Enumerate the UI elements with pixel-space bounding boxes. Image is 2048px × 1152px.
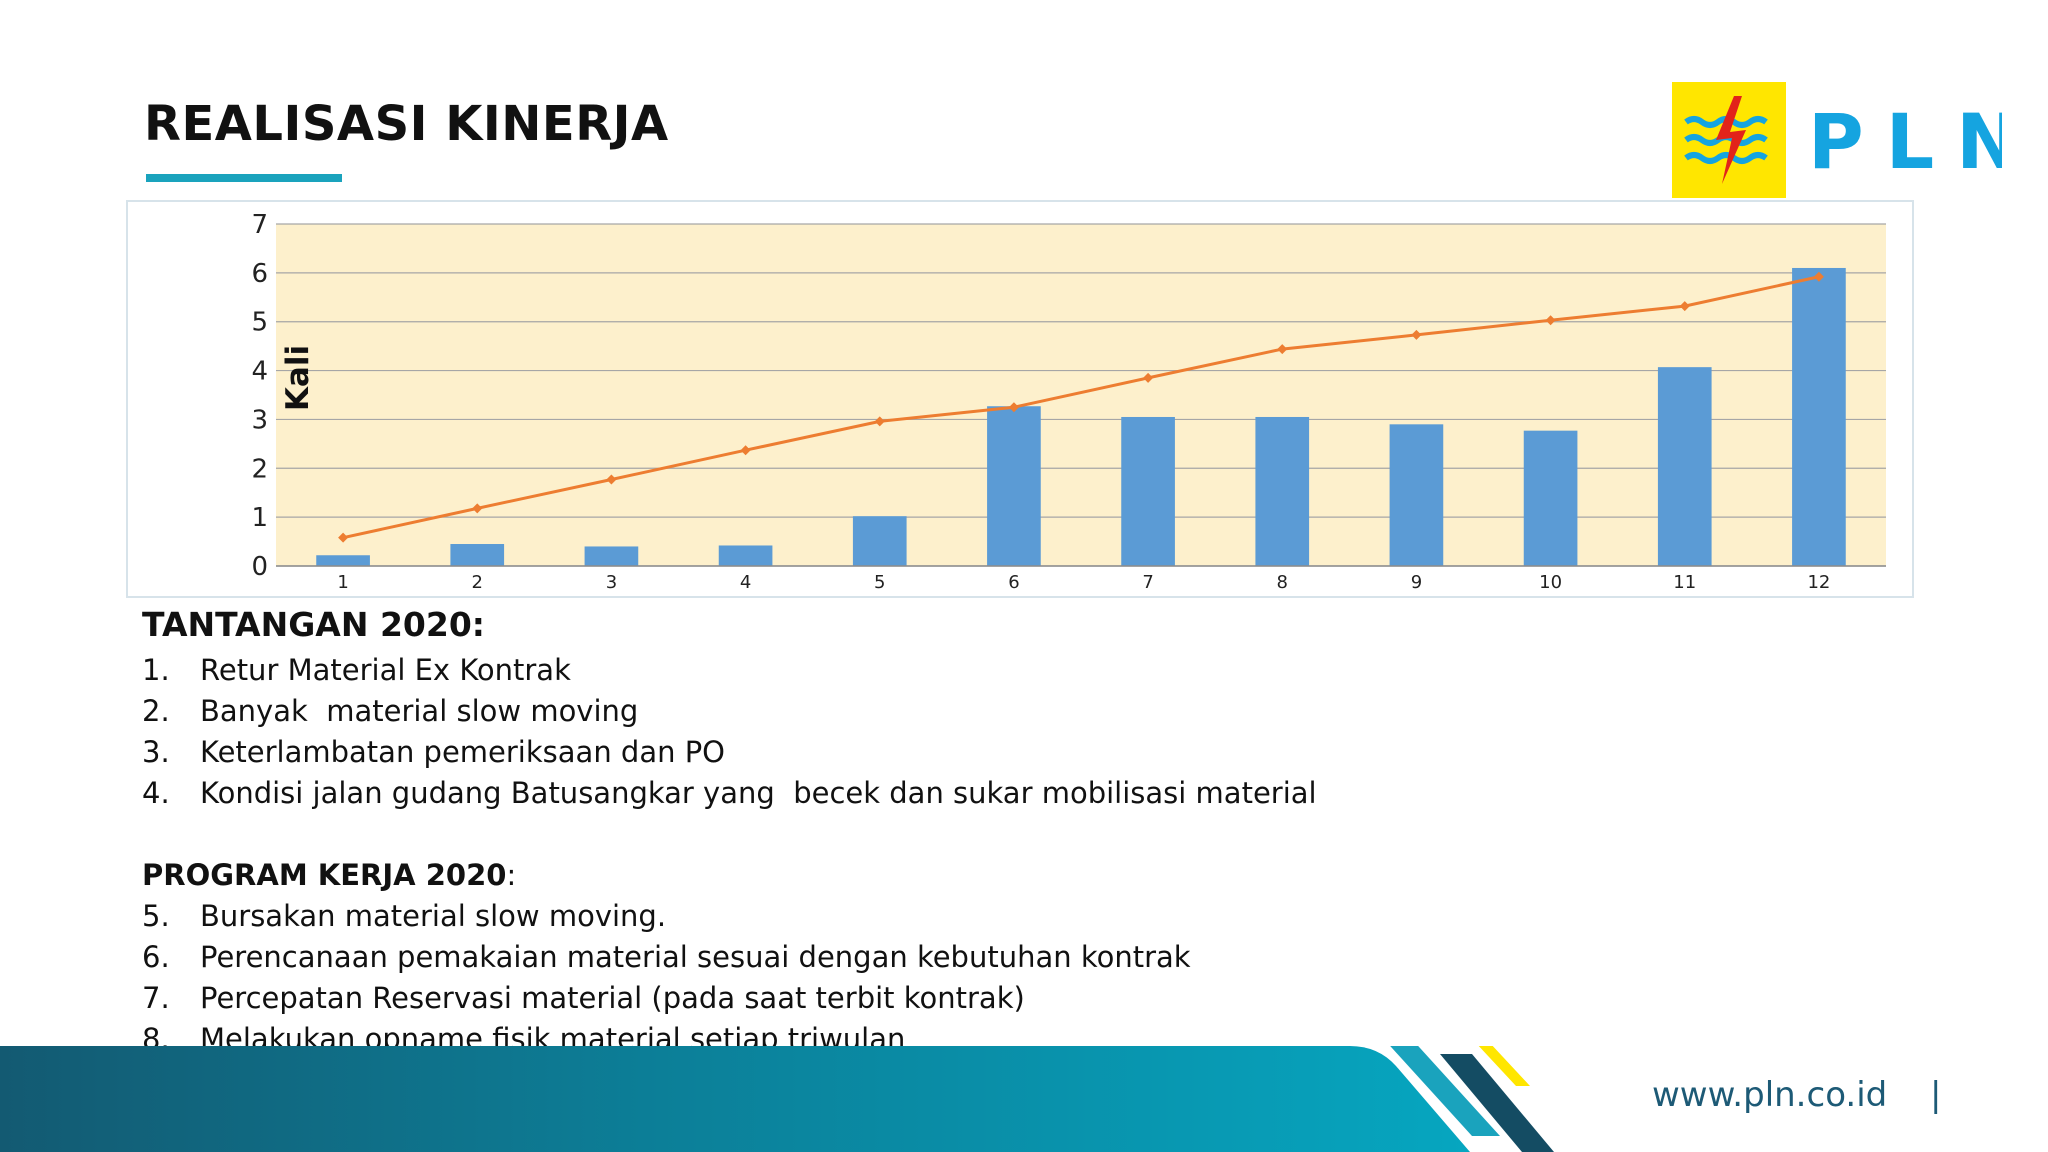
x-tick-label: 5	[874, 572, 885, 593]
line-point	[1545, 315, 1556, 326]
tantangan-item: 2. Banyak material slow moving	[142, 691, 1542, 732]
tantangan-item-text: Retur Material Ex Kontrak	[200, 653, 571, 687]
x-tick-label: 10	[1539, 572, 1562, 593]
cumulative-line	[342, 275, 1820, 540]
line-point	[1008, 402, 1019, 413]
line-point	[874, 416, 885, 427]
logo-text: PLN	[1808, 97, 2002, 186]
y-tick-label: 3	[251, 405, 268, 435]
bar	[316, 555, 370, 566]
program-item-number: 5.	[142, 899, 170, 933]
y-axis-label: Kali	[280, 345, 316, 411]
x-tick-label: 3	[606, 572, 617, 593]
bar	[987, 406, 1041, 566]
x-tick-label: 2	[472, 572, 483, 593]
x-tick-label: 1	[337, 572, 348, 593]
line-point	[740, 445, 751, 456]
footer-band	[0, 1046, 1554, 1152]
program-item-text: Perencanaan pemakaian material sesuai de…	[200, 940, 1191, 974]
program-item-text: Bursakan material slow moving.	[200, 899, 667, 933]
content-area: TANTANGAN 2020: 1. Retur Material Ex Kont…	[142, 600, 1542, 1060]
bar	[1523, 430, 1578, 566]
tantangan-item-number: 4.	[142, 776, 170, 810]
bar	[718, 545, 773, 566]
x-tick-label: 12	[1807, 572, 1830, 593]
footer-url[interactable]: www.pln.co.id	[1652, 1075, 1888, 1115]
program-item-text: Percepatan Reservasi material (pada saat…	[200, 981, 1025, 1015]
y-tick-label: 7	[251, 210, 268, 240]
x-tick-label: 8	[1277, 572, 1288, 593]
x-tick-label: 6	[1008, 572, 1019, 593]
y-tick-label: 2	[251, 454, 268, 484]
tantangan-item: 1. Retur Material Ex Kontrak	[142, 650, 1542, 691]
chart-frame: 0 1 2 3 4 5 6 7 Kali 1 2 3 4 5 6 7 8 9 10 11 12	[126, 200, 1914, 598]
footer-stripe-blue	[1390, 1046, 1500, 1136]
bar	[1657, 367, 1712, 566]
bar	[852, 516, 907, 566]
bar	[1121, 416, 1175, 566]
y-tick-label: 6	[251, 259, 268, 289]
footer-gradient	[0, 1046, 1470, 1152]
y-tick-label: 5	[251, 308, 268, 338]
program-heading: PROGRAM KERJA 2020:	[142, 855, 1542, 896]
bar	[584, 546, 639, 566]
tantangan-item-number: 1.	[142, 653, 170, 687]
x-tick-label: 4	[740, 572, 751, 593]
tantangan-item: 4. Kondisi jalan gudang Batusangkar yang …	[142, 773, 1542, 814]
bar	[1792, 267, 1846, 566]
footer-separator: |	[1930, 1075, 1942, 1115]
y-tick-label: 4	[251, 357, 268, 387]
tantangan-heading: TANTANGAN 2020:	[142, 605, 485, 644]
bar	[1255, 416, 1310, 566]
program-heading-colon: :	[506, 858, 517, 892]
line-point	[1411, 329, 1422, 340]
program-item-number: 6.	[142, 940, 170, 974]
footer-stripe-yellow	[1478, 1046, 1530, 1086]
line-point	[1277, 344, 1288, 355]
pln-logo: PLN	[1672, 82, 2002, 198]
x-tick-label: 11	[1673, 572, 1696, 593]
y-tick-label: 1	[251, 503, 268, 533]
title-underline	[146, 174, 342, 182]
y-tick-label: 0	[251, 552, 268, 582]
slide-title: REALISASI KINERJA	[144, 96, 669, 152]
program-item: 7. Percepatan Reservasi material (pada sa…	[142, 978, 1542, 1019]
program-item-number: 7.	[142, 981, 170, 1015]
program-item: 6. Perencanaan pemakaian material sesuai …	[142, 937, 1542, 978]
tantangan-item-number: 2.	[142, 694, 170, 728]
line-point	[472, 503, 483, 514]
tantangan-list: 1. Retur Material Ex Kontrak 2. Banyak mate…	[142, 650, 1542, 814]
tantangan-item-text: Keterlambatan pemeriksaan dan PO	[200, 735, 726, 769]
line-point	[338, 532, 349, 543]
tantangan-item: 3. Keterlambatan pemeriksaan dan PO	[142, 732, 1542, 773]
lightning-icon	[1716, 96, 1746, 184]
tantangan-item-text: Banyak material slow moving	[200, 694, 639, 728]
tantangan-item-number: 3.	[142, 735, 170, 769]
x-tick-label: 9	[1411, 572, 1422, 593]
line-point	[1813, 271, 1824, 282]
line-point	[606, 474, 617, 485]
plot-area	[276, 224, 1886, 566]
program-list: 5. Bursakan material slow moving. 6. Perenc…	[142, 896, 1542, 1060]
line-point	[1143, 372, 1154, 383]
program-heading-text: PROGRAM KERJA 2020	[142, 858, 507, 892]
tantangan-item-text: Kondisi jalan gudang Batusangkar yang be…	[200, 776, 1317, 810]
bar	[1389, 424, 1444, 566]
bar	[450, 544, 505, 566]
program-item: 5. Bursakan material slow moving.	[142, 896, 1542, 937]
line-point	[1679, 301, 1690, 312]
x-tick-label: 7	[1142, 572, 1153, 593]
footer-stripe-dark	[1440, 1054, 1554, 1152]
